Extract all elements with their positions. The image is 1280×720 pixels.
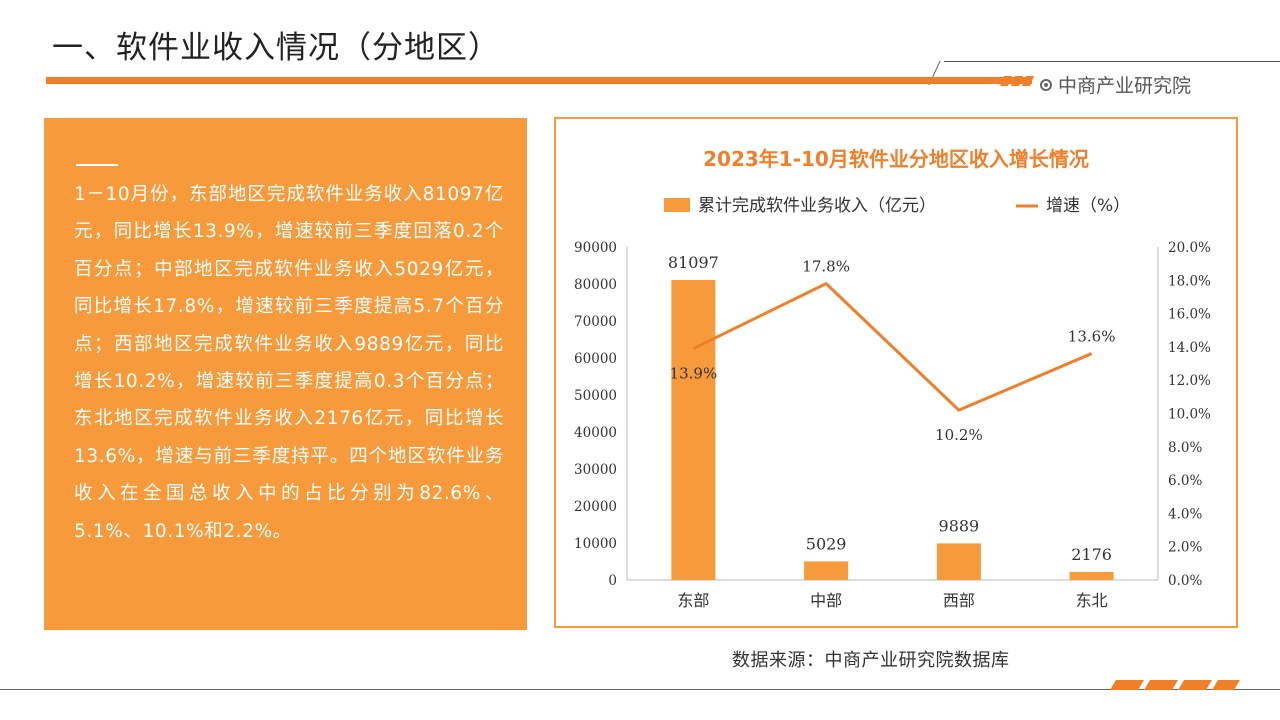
y-tick-left: 20000 [574, 499, 617, 515]
bar-0 [671, 279, 716, 580]
y-tick-right: 16.0% [1168, 307, 1211, 323]
summary-text: 1－10月份，东部地区完成软件业务收入81097亿元，同比增长13.9%，增速较… [74, 184, 504, 542]
y-tick-left: 30000 [574, 462, 617, 478]
bar-label: 5029 [806, 534, 847, 553]
y-tick-right: 0.0% [1168, 573, 1202, 589]
y-tick-left: 10000 [574, 536, 617, 552]
footer-stripes [1110, 680, 1240, 690]
line-label: 17.8% [802, 258, 850, 276]
summary-dash [76, 164, 118, 166]
bar-2 [936, 543, 981, 580]
bar-3 [1069, 571, 1114, 580]
line-label: 13.9% [670, 365, 718, 383]
legend-bar-label: 累计完成软件业务收入（亿元） [698, 196, 936, 216]
header-orange-rule [46, 77, 1032, 84]
y-tick-left: 70000 [574, 314, 617, 330]
bar-label: 81097 [668, 253, 719, 272]
y-tick-right: 20.0% [1168, 240, 1211, 256]
y-tick-right: 18.0% [1168, 273, 1211, 289]
brand-circle-icon [1040, 78, 1052, 91]
y-tick-left: 90000 [574, 240, 617, 256]
bar-1 [804, 561, 849, 580]
x-tick-label: 东部 [677, 591, 709, 610]
legend-bar-swatch [664, 198, 690, 212]
y-tick-right: 8.0% [1168, 440, 1202, 456]
header-stripes [1000, 76, 1034, 86]
y-tick-left: 50000 [574, 388, 617, 404]
summary-panel: 1－10月份，东部地区完成软件业务收入81097亿元，同比增长13.9%，增速较… [44, 118, 527, 630]
y-tick-left: 40000 [574, 425, 617, 441]
header-thin-rule [944, 61, 1280, 62]
footer-rule [0, 689, 1280, 690]
y-tick-right: 4.0% [1168, 506, 1202, 522]
bar-label: 9889 [939, 516, 980, 535]
y-tick-right: 6.0% [1168, 473, 1202, 489]
y-tick-right: 14.0% [1168, 340, 1211, 356]
y-tick-left: 60000 [574, 351, 617, 367]
chart-panel: 2023年1-10月软件业分地区收入增长情况累计完成软件业务收入（亿元） 增速（%… [554, 117, 1238, 628]
x-tick-label: 中部 [810, 591, 842, 610]
data-source: 数据来源：中商产业研究院数据库 [732, 650, 1010, 671]
y-tick-right: 10.0% [1168, 407, 1211, 423]
growth-line [692, 282, 1093, 412]
bar-label: 2176 [1071, 545, 1112, 564]
x-tick-label: 东北 [1076, 591, 1108, 610]
brand-name: 中商产业研究院 [1058, 75, 1192, 97]
brand-logo: 中商产业研究院 [1040, 71, 1191, 98]
x-tick-label: 西部 [943, 591, 975, 610]
y-tick-left: 0 [608, 573, 617, 589]
y-tick-left: 80000 [574, 277, 617, 293]
chart-title: 2023年1-10月软件业分地区收入增长情况 [703, 147, 1089, 171]
legend-line-label: 增速（%） [1046, 196, 1130, 216]
line-label: 13.6% [1068, 328, 1116, 346]
line-label: 10.2% [935, 426, 983, 444]
y-tick-right: 12.0% [1168, 373, 1211, 389]
page-title: 一、软件业收入情况（分地区） [52, 30, 500, 66]
y-tick-right: 2.0% [1168, 540, 1202, 556]
